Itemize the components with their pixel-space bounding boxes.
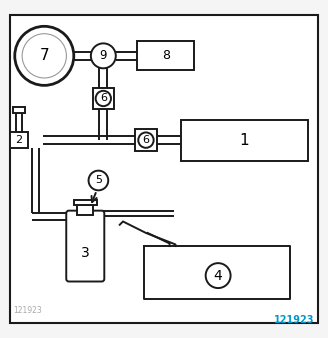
Bar (92, 88, 114, 109)
Text: 121923: 121923 (13, 306, 42, 315)
Circle shape (15, 26, 74, 86)
Text: 6: 6 (142, 135, 150, 145)
Circle shape (89, 171, 108, 190)
Text: 3: 3 (81, 246, 90, 260)
Bar (77, 205, 93, 215)
Circle shape (138, 132, 154, 148)
Circle shape (96, 91, 111, 106)
Bar (10, 132, 28, 148)
Text: 4: 4 (214, 269, 222, 283)
Text: 8: 8 (162, 49, 170, 62)
Text: 7: 7 (39, 48, 49, 63)
Text: 9: 9 (100, 49, 107, 62)
Bar (181, 120, 308, 161)
Bar (16, 113, 22, 132)
Text: 121923: 121923 (275, 315, 315, 325)
Circle shape (91, 43, 116, 68)
Circle shape (206, 263, 231, 288)
Bar (13, 107, 25, 113)
FancyBboxPatch shape (66, 211, 104, 282)
Text: 5: 5 (95, 175, 102, 186)
Text: 2: 2 (15, 135, 22, 145)
Bar (74, 200, 97, 205)
Text: 6: 6 (100, 94, 107, 103)
Bar (135, 129, 156, 151)
Bar (137, 42, 194, 70)
Text: 1: 1 (239, 132, 249, 148)
